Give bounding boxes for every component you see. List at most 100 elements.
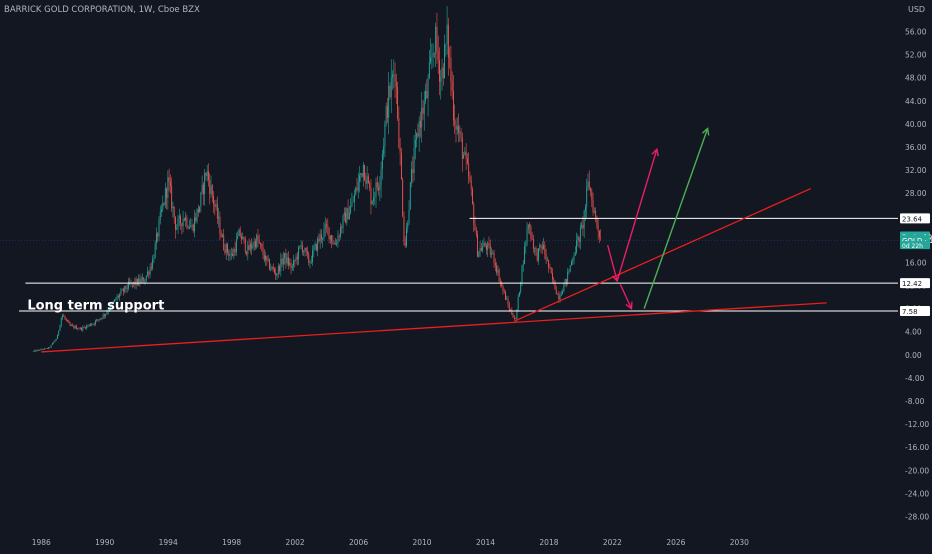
candle-body — [286, 257, 288, 264]
candle-body — [267, 259, 269, 261]
candle-body — [581, 224, 583, 228]
candle-body — [518, 292, 520, 297]
candle-body — [331, 235, 333, 242]
candle-body — [313, 248, 315, 251]
candle-body — [545, 254, 547, 260]
candle-body — [197, 208, 199, 213]
candle-body — [53, 341, 55, 344]
candle-body — [300, 244, 302, 247]
candle-body — [150, 267, 152, 269]
candle-body — [268, 259, 270, 270]
candle-body — [404, 242, 406, 246]
x-tick-label: 2018 — [539, 538, 558, 547]
candle-body — [59, 325, 61, 331]
forecast-arrow-head — [701, 127, 710, 136]
candle-body — [374, 196, 376, 198]
candle-body — [378, 187, 380, 190]
candle-body — [505, 291, 506, 300]
candle-body — [290, 262, 292, 269]
candle-body — [555, 289, 557, 294]
candle-body — [246, 251, 248, 254]
candle-body — [388, 86, 390, 118]
candle-body — [216, 204, 218, 219]
candle-body — [63, 315, 65, 317]
x-tick-label: 2002 — [286, 538, 305, 547]
drawings[interactable]: Long term support — [19, 127, 898, 353]
candle-body — [399, 146, 401, 153]
candle-body — [564, 278, 566, 285]
y-tick-label: 16.00 — [905, 258, 927, 267]
y-tick-label: 48.00 — [905, 74, 927, 83]
candle-body — [502, 285, 504, 291]
candle-body — [520, 282, 522, 293]
candle-body — [64, 316, 66, 319]
candle-body — [400, 152, 402, 180]
candle-body — [485, 245, 487, 250]
candle-body — [214, 204, 216, 207]
candle-body — [88, 324, 90, 326]
candle-body — [558, 294, 560, 300]
candle-body — [496, 265, 498, 273]
candle-body — [567, 271, 569, 283]
candle-body — [79, 327, 81, 329]
candle-body — [233, 249, 235, 256]
candle-body — [549, 267, 551, 269]
candle-body — [595, 211, 597, 217]
candle-body — [569, 265, 571, 272]
candle-body — [40, 349, 42, 351]
candle-body — [96, 319, 98, 321]
candle-body — [89, 324, 91, 326]
candle-body — [342, 215, 344, 229]
candle-body — [187, 226, 189, 229]
candle-body — [576, 240, 578, 253]
x-tick-label: 2026 — [666, 538, 685, 547]
candle-body — [228, 252, 230, 256]
candle-body — [436, 26, 438, 51]
candle-body — [516, 309, 518, 319]
forecast-arrow-line — [619, 284, 633, 309]
candle-body — [213, 196, 215, 205]
candle-body — [248, 244, 250, 250]
x-tick-label: 1998 — [222, 538, 241, 547]
candle-body — [574, 252, 576, 256]
candle-body — [41, 349, 43, 350]
y-tick-label: -12.00 — [905, 420, 929, 429]
candle-body — [298, 247, 300, 260]
candle-body — [548, 259, 550, 268]
candle-body — [526, 228, 528, 244]
candle-body — [208, 171, 209, 181]
candle-body — [176, 228, 178, 230]
candle-body — [218, 216, 220, 219]
candle-body — [315, 244, 317, 251]
candle-body — [413, 148, 415, 173]
price-badge-label: 23.64 — [902, 215, 923, 223]
candle-body — [392, 74, 393, 78]
candle-body — [106, 312, 108, 314]
candle-body — [287, 257, 289, 266]
candle-body — [87, 325, 89, 327]
candle-body — [538, 248, 539, 261]
candle-body — [464, 151, 466, 156]
candle-body — [432, 53, 434, 57]
candle-body — [512, 314, 514, 318]
candle-body — [454, 120, 456, 125]
candle-body — [487, 243, 489, 250]
candle-body — [398, 118, 400, 147]
candle-body — [235, 239, 237, 253]
candle-body — [119, 294, 121, 298]
candle-body — [333, 243, 335, 245]
candle-body — [110, 304, 112, 310]
candle-body — [326, 224, 327, 226]
candle-body — [173, 206, 175, 218]
candle-body — [81, 327, 82, 330]
candle-body — [536, 251, 538, 261]
candle-body — [492, 252, 494, 254]
candle-body — [242, 236, 244, 240]
candle-body — [530, 226, 532, 238]
candle-body — [98, 319, 100, 320]
candle-body — [270, 268, 272, 270]
candle-body — [544, 244, 546, 255]
candle-body — [479, 247, 481, 252]
